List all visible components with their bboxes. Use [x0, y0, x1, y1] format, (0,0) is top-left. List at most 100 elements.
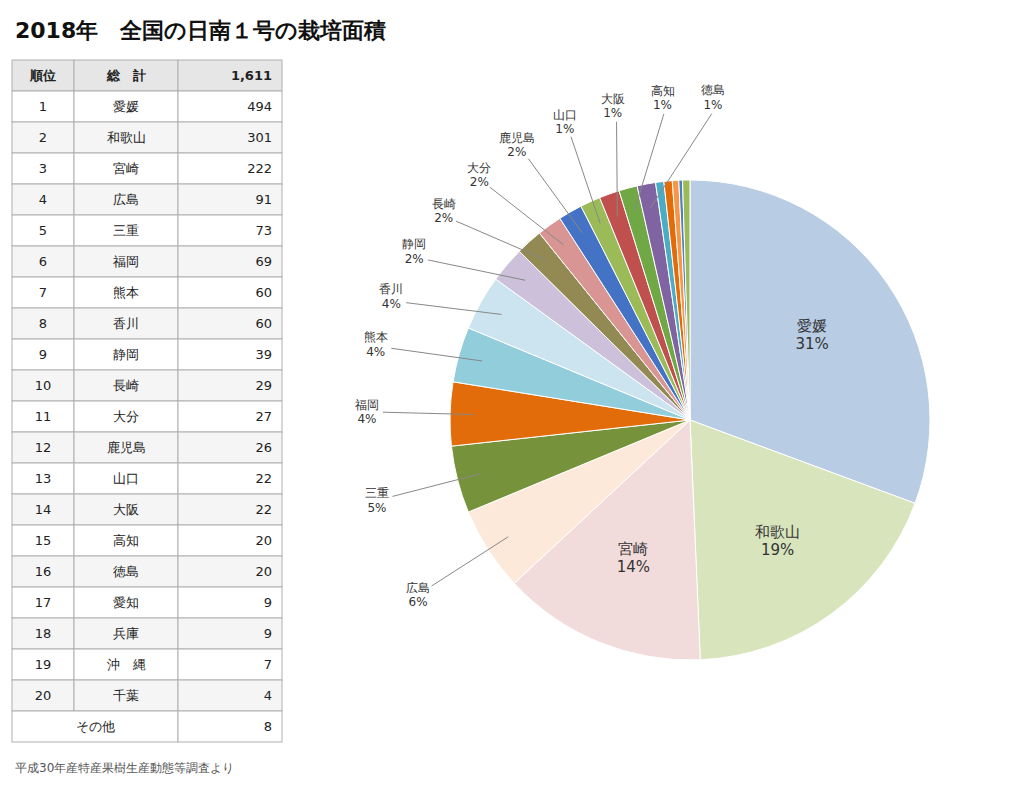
slice-label: 香川4%: [379, 282, 403, 310]
slice-label: 三重5%: [365, 486, 389, 514]
slice-label: 和歌山19%: [755, 523, 800, 559]
slice-percent: 19%: [761, 541, 794, 559]
pie-slice: [672, 180, 690, 420]
table-cell: 4: [264, 688, 272, 703]
table-header-bg: [178, 60, 282, 91]
table-cell: 7: [39, 285, 47, 300]
table-cell-bg: [178, 494, 282, 525]
table-cell: 沖 縄: [107, 657, 146, 672]
table-cell-bg: [12, 184, 74, 215]
slice-name: 静岡: [402, 237, 426, 251]
table-cell: 鹿児島: [107, 440, 146, 455]
pie-slice: [690, 420, 915, 660]
table-cell-bg: [74, 649, 178, 680]
table-cell-bg: [12, 463, 74, 494]
table-cell-bg: [178, 91, 282, 122]
slice-name: 大分: [467, 161, 491, 175]
table-cell-bg: [178, 525, 282, 556]
table-cell: 73: [255, 223, 272, 238]
table-cell-bg: [74, 432, 178, 463]
leader-line: [571, 137, 600, 224]
leader-line: [383, 412, 474, 414]
table-cell-bg: [178, 246, 282, 277]
table-cell: 宮崎: [113, 161, 139, 176]
table-cell: 山口: [113, 471, 139, 486]
table: 順位総 計1,6111愛媛4942和歌山3013宮崎2224広島915三重736…: [12, 60, 282, 742]
table-cell-bg: [12, 525, 74, 556]
leader-line: [616, 122, 618, 217]
table-cell: 6: [39, 254, 47, 269]
table-cell: 69: [255, 254, 272, 269]
slice-percent: 2%: [507, 145, 526, 159]
table-header: 総 計: [106, 68, 146, 83]
table-cell-bg: [178, 587, 282, 618]
table-cell: 29: [255, 378, 272, 393]
table-cell: 60: [255, 316, 272, 331]
table-cell-bg: [74, 680, 178, 711]
table-cell: 12: [35, 440, 52, 455]
slice-name: 三重: [365, 486, 389, 500]
table-cell-bg: [74, 308, 178, 339]
pie: [450, 180, 930, 660]
slice-label: 広島6%: [406, 581, 430, 609]
slice-label: 愛媛31%: [795, 317, 828, 353]
table-cell-bg: [12, 153, 74, 184]
table-cell: 14: [35, 502, 52, 517]
table-cell-bg: [178, 153, 282, 184]
leader-line: [432, 537, 509, 586]
pie-slice: [679, 180, 690, 420]
table-cell-bg: [74, 246, 178, 277]
table-cell-bg: [74, 370, 178, 401]
slice-label: 熊本4%: [364, 330, 388, 358]
slice-name: 愛媛: [797, 317, 827, 335]
table-cell: 香川: [113, 316, 139, 331]
table-cell-bg: [12, 308, 74, 339]
slice-label: 大阪1%: [601, 92, 625, 120]
table-cell-bg: [12, 649, 74, 680]
table-cell-bg: [12, 494, 74, 525]
table-cell: 静岡: [113, 347, 139, 362]
slice-percent: 1%: [703, 98, 722, 112]
table-cell: 8: [264, 719, 272, 734]
table-cell: 福岡: [113, 254, 139, 269]
slice-name: 熊本: [364, 330, 388, 344]
table-cell: 222: [247, 161, 272, 176]
slice-label: 長崎2%: [432, 197, 456, 225]
table-cell-bg: [12, 339, 74, 370]
leader-line: [528, 159, 582, 233]
leader-line: [406, 303, 501, 315]
table-header-bg: [74, 60, 178, 91]
table-cell-bg: [74, 215, 178, 246]
table-cell: その他: [76, 719, 115, 734]
table-cell-bg: [74, 153, 178, 184]
table-cell-bg: [178, 463, 282, 494]
table-cell: 8: [39, 316, 47, 331]
table-cell-bg: [74, 339, 178, 370]
slice-percent: 5%: [367, 501, 386, 515]
leader-line: [428, 260, 525, 280]
table-cell-bg: [12, 370, 74, 401]
slice-percent: 2%: [434, 211, 453, 225]
table-cell-bg: [12, 432, 74, 463]
table-cell: 高知: [113, 533, 139, 548]
slice-percent: 6%: [409, 595, 428, 609]
table-cell: 三重: [113, 223, 139, 238]
slice-percent: 4%: [382, 297, 401, 311]
table-cell-bg: [178, 122, 282, 153]
table-cell: 徳島: [113, 564, 139, 579]
page: {"chart_data": [ {"type": "pie", "title"…: [0, 0, 1022, 785]
table-cell-bg: [74, 122, 178, 153]
table-cell: 17: [35, 595, 52, 610]
table-header: 1,611: [231, 68, 272, 83]
slice-name: 高知: [651, 84, 675, 98]
table-cell-bg: [178, 401, 282, 432]
table-cell-bg: [12, 215, 74, 246]
slice-percent: 2%: [470, 175, 489, 189]
slice-label: 高知1%: [651, 84, 675, 112]
table-cell: 5: [39, 223, 47, 238]
table-cell-bg: [12, 711, 178, 742]
table-cell: 13: [35, 471, 52, 486]
table-cell-bg: [178, 184, 282, 215]
table-cell: 9: [39, 347, 47, 362]
table-header: 順位: [29, 68, 56, 83]
